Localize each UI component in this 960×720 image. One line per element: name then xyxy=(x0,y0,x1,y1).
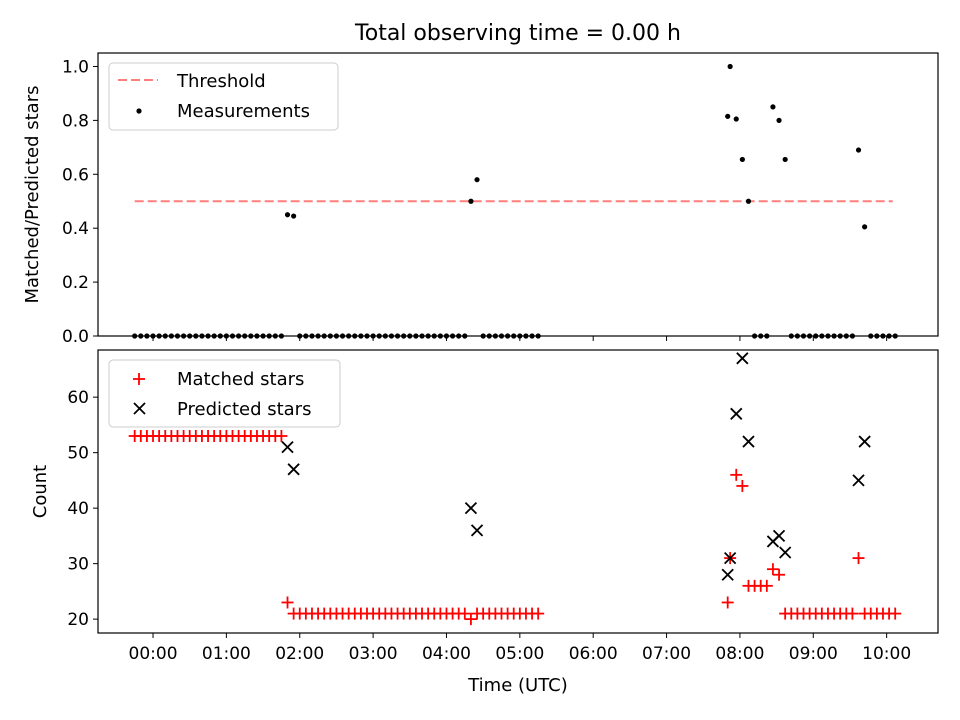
matched-star-point xyxy=(275,430,288,443)
x-tick-label: 00:00 xyxy=(129,644,178,664)
predicted-star-point xyxy=(772,529,786,543)
x-ticks-top xyxy=(152,336,888,341)
x-tick-label: 05:00 xyxy=(495,644,544,664)
y-tick-label: 1.0 xyxy=(62,57,89,77)
x-tick-label: 09:00 xyxy=(789,644,838,664)
x-tick-label: 06:00 xyxy=(569,644,618,664)
x-tick-label: 01:00 xyxy=(202,644,251,664)
predicted-star-point xyxy=(281,440,294,454)
predicted-star-point xyxy=(852,474,865,487)
y-tick-label: 60 xyxy=(67,388,89,408)
chart-title: Total observing time = 0.00 h xyxy=(354,21,681,46)
legend-label-matched: Matched stars xyxy=(177,369,304,390)
predicted-star-point xyxy=(730,407,743,420)
matched-star-point xyxy=(773,568,786,581)
measurement-point xyxy=(291,213,297,219)
measurement-point xyxy=(745,198,752,204)
matched-star-point xyxy=(766,563,779,576)
y-axis-label-bottom: Count xyxy=(30,465,51,518)
matched-star-point xyxy=(458,607,471,620)
measurement-point xyxy=(739,156,745,163)
legend-label-threshold: Threshold xyxy=(176,71,266,92)
matched-star-point xyxy=(889,607,902,620)
legend-frame-top xyxy=(108,62,339,131)
y-tick-label: 20 xyxy=(67,610,89,630)
x-axis-bottom: 00:00 01:00 02:00 03:00 04:00 05:00 06:00 07:00… xyxy=(129,633,911,664)
panel-ratio: 0.0 0.2 0.4 0.6 0.8 1.0 Matched/Predicted sta… xyxy=(22,52,939,347)
y-tick-label: 0.6 xyxy=(62,165,89,185)
matched-star-point xyxy=(730,468,743,481)
x-tick-label: 10:00 xyxy=(862,644,911,664)
matched-star-point xyxy=(760,579,773,592)
plot-area-bottom xyxy=(128,352,902,626)
legend-label-measurements: Measurements xyxy=(177,101,310,122)
predicted-star-point xyxy=(470,524,484,537)
predicted-star-point xyxy=(742,435,755,448)
measurement-point xyxy=(727,63,733,70)
legend-frame-bottom xyxy=(108,359,341,428)
measurement-point xyxy=(725,113,731,119)
plot-area-top xyxy=(132,63,898,339)
axes-frame-bottom xyxy=(97,349,939,634)
matched-star-point xyxy=(721,596,734,609)
axes-frame-top xyxy=(97,52,939,337)
measurement-point xyxy=(776,117,782,123)
x-tick-label: 07:00 xyxy=(642,644,691,664)
y-tick-label: 0.0 xyxy=(62,327,89,347)
y-tick-label: 50 xyxy=(67,444,89,464)
measurement-point xyxy=(862,224,868,230)
x-tick-label: 02:00 xyxy=(275,644,324,664)
y-axis-label-top: Matched/Predicted stars xyxy=(22,86,43,304)
predicted-star-point xyxy=(464,502,478,515)
matched-star-point xyxy=(532,607,545,620)
predicted-star-point xyxy=(721,568,734,581)
legend-predicted-marker xyxy=(133,402,146,415)
measurement-point xyxy=(770,104,776,110)
legend-measurements-marker xyxy=(136,108,142,114)
y-tick-label: 40 xyxy=(67,499,89,519)
y-axis-bottom: 20 30 40 50 60 xyxy=(67,388,98,630)
legend-matched-marker xyxy=(133,373,145,385)
measurement-point xyxy=(284,212,291,218)
x-tick-label: 03:00 xyxy=(349,644,398,664)
predicted-star-point xyxy=(779,546,792,559)
y-tick-label: 30 xyxy=(67,555,89,575)
measurement-point xyxy=(468,198,474,204)
matched-star-point xyxy=(281,596,294,609)
legend-top: Threshold Measurements xyxy=(108,62,339,131)
measurement-point xyxy=(474,177,480,183)
y-tick-label: 0.8 xyxy=(62,111,89,131)
x-axis-label: Time (UTC) xyxy=(467,675,568,696)
measurement-point xyxy=(782,156,788,163)
predicted-star-point xyxy=(858,435,871,448)
matched-star-point xyxy=(852,552,865,565)
predicted-star-point xyxy=(736,352,749,365)
x-tick-label: 04:00 xyxy=(422,644,471,664)
y-axis-top: 0.0 0.2 0.4 0.6 0.8 1.0 xyxy=(62,57,98,347)
legend-bottom: Matched stars Predicted stars xyxy=(108,359,341,428)
matched-star-point xyxy=(846,607,859,620)
matched-star-point xyxy=(464,613,477,626)
predicted-star-point xyxy=(287,463,300,476)
measurement-point xyxy=(855,147,862,153)
panel-counts: 00:00 01:00 02:00 03:00 04:00 05:00 06:00 07:00… xyxy=(30,349,939,664)
predicted-star-point xyxy=(724,551,737,565)
measurement-point xyxy=(733,116,739,122)
matched-star-point xyxy=(736,479,749,492)
y-tick-label: 0.2 xyxy=(62,273,89,293)
y-tick-label: 0.4 xyxy=(62,219,89,239)
x-tick-label: 08:00 xyxy=(715,644,764,664)
legend-label-predicted: Predicted stars xyxy=(177,399,311,420)
